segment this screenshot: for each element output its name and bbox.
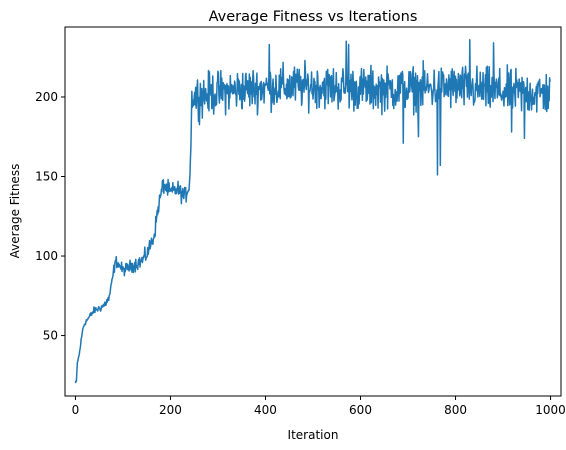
y-tick-label: 150	[35, 170, 58, 184]
x-tick-label: 600	[349, 403, 372, 417]
y-tick-label: 100	[35, 249, 58, 263]
x-tick-label: 200	[159, 403, 182, 417]
y-axis-label: Average Fitness	[8, 164, 22, 259]
x-tick-label: 1000	[535, 403, 566, 417]
x-tick-label: 400	[254, 403, 277, 417]
y-tick-label: 50	[43, 329, 58, 343]
y-tick-label: 200	[35, 90, 58, 104]
chart-title: Average Fitness vs Iterations	[209, 9, 418, 25]
x-axis-label: Iteration	[288, 428, 339, 442]
x-tick-label: 0	[72, 403, 80, 417]
x-tick-label: 800	[444, 403, 467, 417]
